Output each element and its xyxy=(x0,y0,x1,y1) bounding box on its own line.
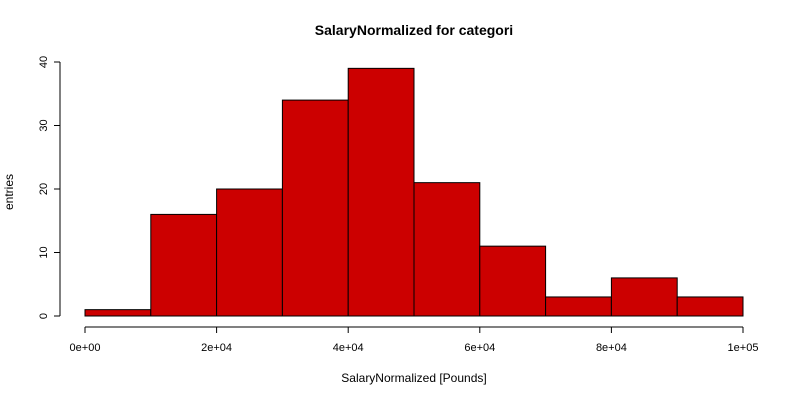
x-tick-label-5: 8e+04 xyxy=(596,342,627,354)
x-tick-label-4: 6e+04 xyxy=(464,342,495,354)
chart-title: SalaryNormalized for categori xyxy=(315,22,513,38)
histogram-bar-5 xyxy=(347,67,415,317)
x-tick-label-3: 4e+04 xyxy=(333,342,364,354)
y-tick-label-3: 20 xyxy=(38,183,50,195)
y-tick-label-4: 30 xyxy=(38,119,50,131)
y-tick-label-2: 10 xyxy=(38,246,50,258)
x-tick-label-6: 1e+05 xyxy=(728,342,759,354)
histogram-bar-10 xyxy=(676,296,744,317)
histogram-bar-3 xyxy=(216,188,283,317)
y-axis: 0 10 20 30 40 xyxy=(38,56,61,319)
y-tick-label-1: 0 xyxy=(38,313,50,319)
y-axis-label: entries xyxy=(2,174,16,210)
x-tick-label-1: 0e+00 xyxy=(70,342,101,354)
histogram-bar-1 xyxy=(84,309,152,317)
histogram-bar-9 xyxy=(610,277,678,317)
x-axis: 0e+00 2e+04 4e+04 6e+04 8e+04 1e+05 xyxy=(70,326,759,354)
histogram-bar-2 xyxy=(150,213,218,317)
histogram-bar-4 xyxy=(281,99,349,317)
histogram-bar-7 xyxy=(479,245,547,317)
bars-group xyxy=(84,67,744,317)
y-tick-label-5: 40 xyxy=(38,56,50,68)
x-tick-label-2: 2e+04 xyxy=(201,342,232,354)
histogram-bar-6 xyxy=(413,182,481,317)
histogram-bar-8 xyxy=(545,296,612,317)
x-axis-label: SalaryNormalized [Pounds] xyxy=(341,371,486,385)
